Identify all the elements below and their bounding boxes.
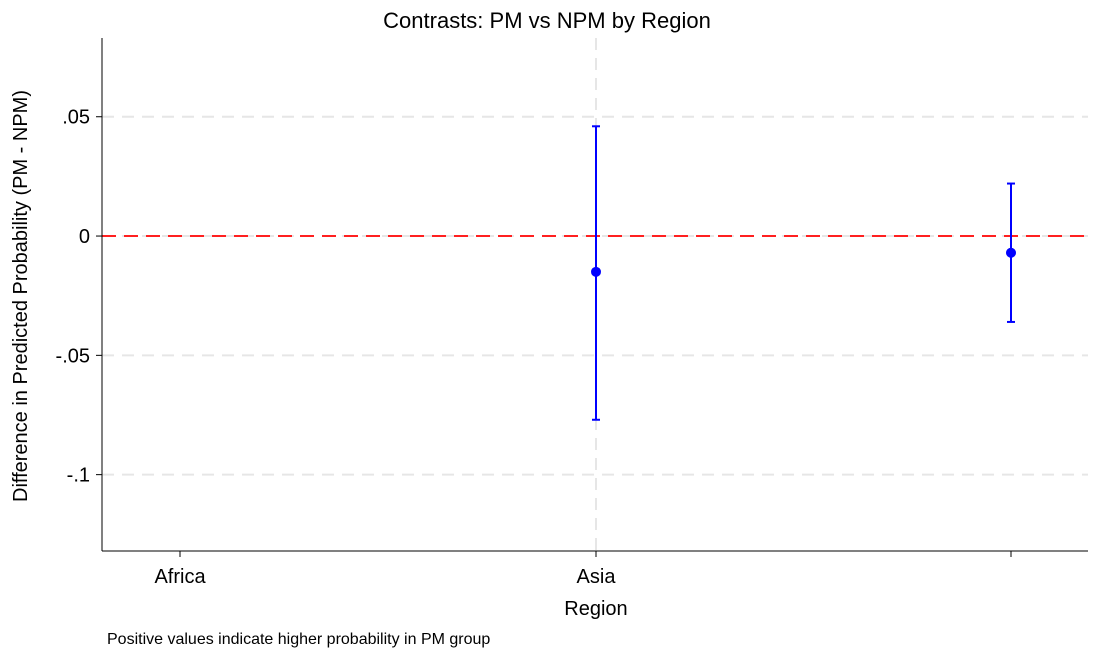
y-tick-label: 0 — [79, 226, 90, 248]
chart-title: Contrasts: PM vs NPM by Region — [383, 8, 711, 33]
y-axis-title: Difference in Predicted Probability (PM … — [10, 90, 32, 502]
data-point — [1006, 247, 1016, 258]
x-tick-label: Asia — [577, 566, 617, 588]
x-axis-title: Region — [564, 598, 627, 620]
y-tick-label: -.1 — [67, 465, 90, 487]
data-marks — [591, 125, 1016, 421]
x-tick-label: Africa — [154, 566, 206, 588]
y-ticks: .05 0 -.05 -.1 — [56, 107, 102, 487]
x-ticks: Africa Asia — [154, 551, 1012, 588]
y-tick-label: -.05 — [56, 345, 90, 367]
y-tick-label: .05 — [62, 107, 90, 129]
chart-note: Positive values indicate higher probabil… — [107, 631, 490, 648]
data-point — [591, 266, 601, 277]
